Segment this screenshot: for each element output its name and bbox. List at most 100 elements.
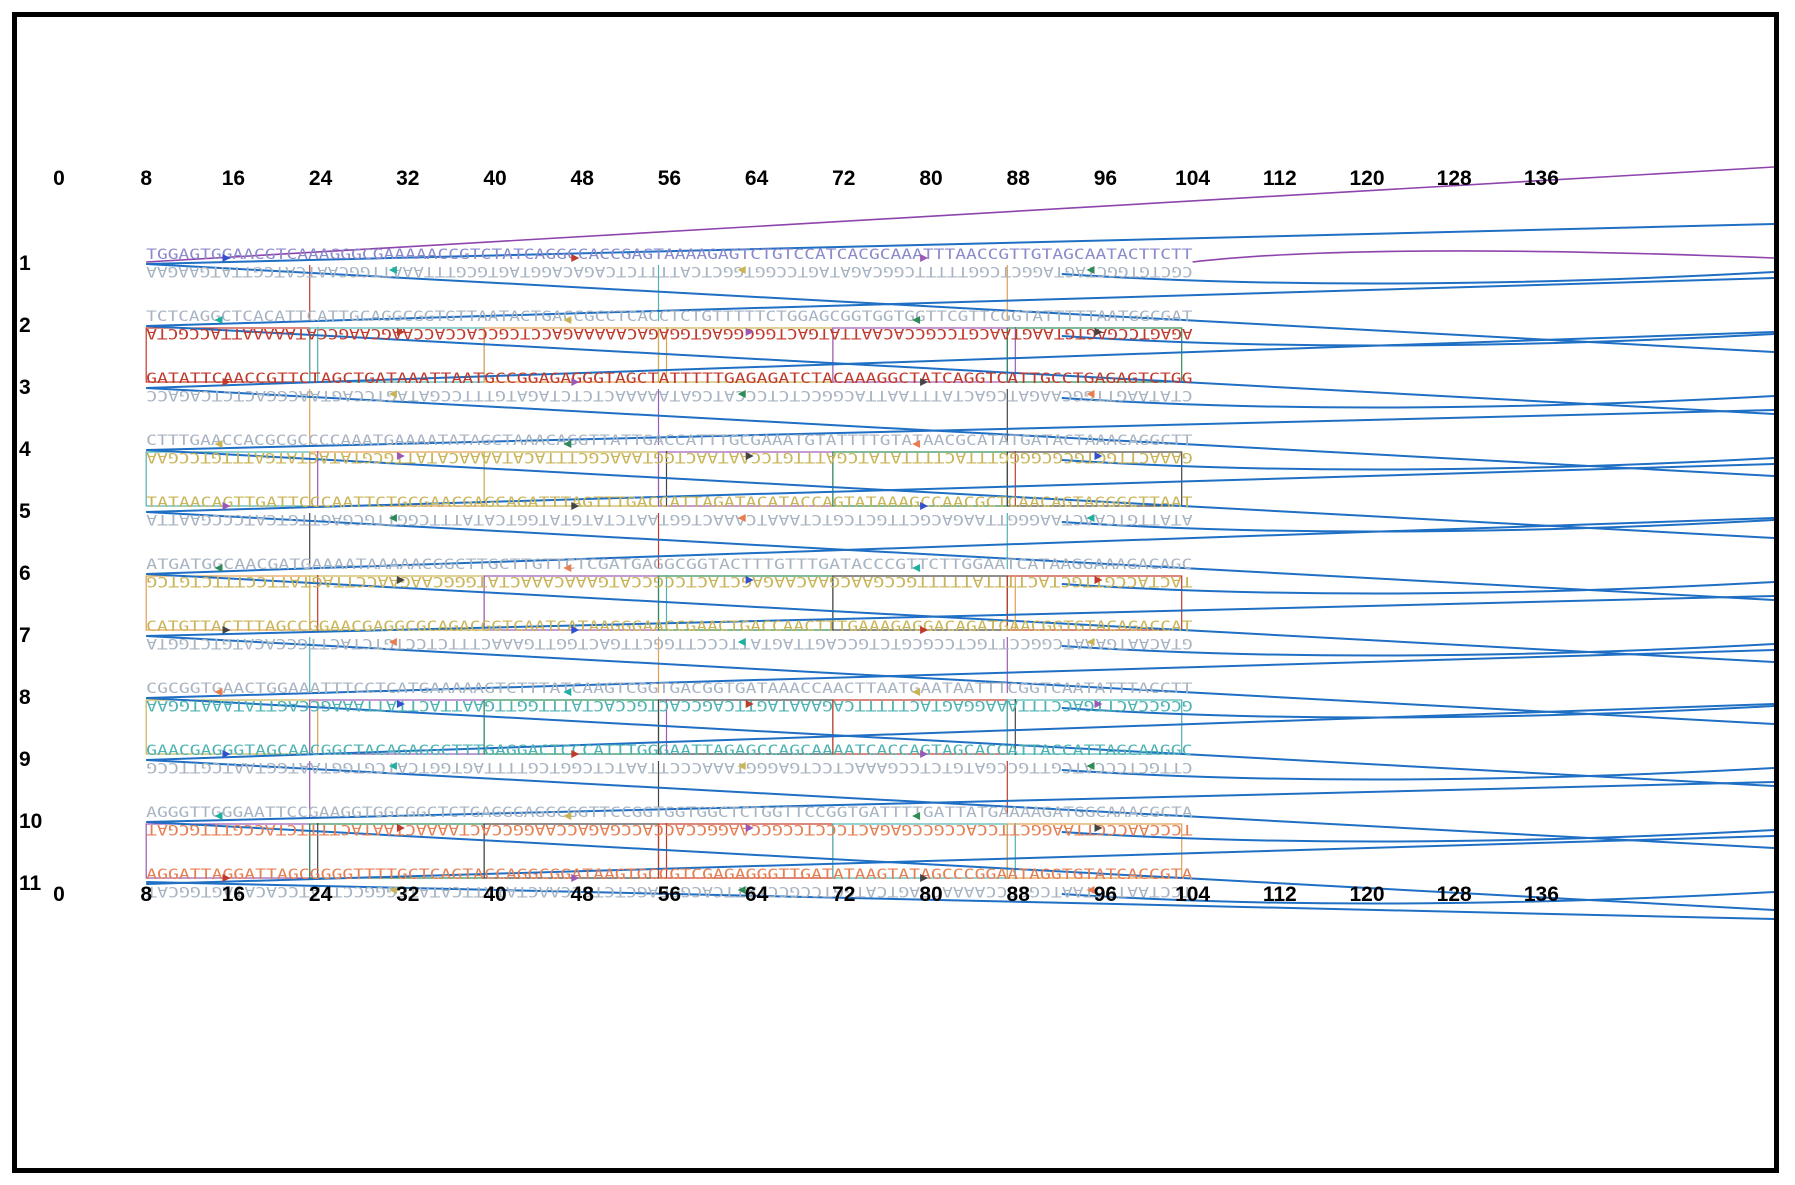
strand-arrow bbox=[920, 254, 929, 262]
strand-arrow bbox=[1094, 824, 1103, 832]
axis-tick-top: 136 bbox=[1524, 167, 1559, 190]
crossover-line bbox=[146, 511, 1774, 601]
axis-tick-top: 128 bbox=[1437, 167, 1472, 190]
crossover-line bbox=[146, 635, 1774, 725]
strand-arrow bbox=[1086, 762, 1095, 770]
axis-tick-top: 104 bbox=[1175, 167, 1210, 190]
strand-arrow bbox=[563, 812, 572, 820]
strand-arrow bbox=[222, 502, 231, 510]
axis-tick-top: 0 bbox=[53, 167, 65, 190]
crossover-line bbox=[146, 573, 1774, 663]
strand-arrow bbox=[571, 750, 580, 758]
strand-arrow bbox=[571, 254, 580, 262]
crossover-line bbox=[146, 449, 1774, 539]
crossover-line bbox=[1061, 891, 1774, 905]
axis-tick-top: 24 bbox=[309, 167, 333, 190]
sequence-row: CATGTTACTTTAGCCGGAACGAGGCGCAGACGGTCAATCA… bbox=[146, 619, 1193, 635]
strand-arrow bbox=[912, 316, 921, 324]
strand-arrow bbox=[920, 626, 929, 634]
axis-tick-top: 56 bbox=[658, 167, 681, 190]
strand-arrow bbox=[563, 688, 572, 696]
axis-tick-bottom: 32 bbox=[396, 883, 419, 906]
sequence-row: CTTGCTCCCATCGTTGCCGATGTCTCCGAAACTCCTGAGG… bbox=[146, 759, 1192, 775]
crossover-line bbox=[146, 325, 1774, 415]
crossover-line bbox=[1061, 457, 1774, 471]
sequence-row: CGCTGTGGCTAGTAGGCTCGGTTTTTCGGCAGATAGTCCG… bbox=[145, 263, 1192, 279]
sequence-row: CTTTGAACCACGCGCCCCAAATGAAAATATAGCTAAACAG… bbox=[146, 433, 1193, 449]
strand-arrow bbox=[745, 700, 754, 708]
axis-tick-top: 64 bbox=[745, 167, 769, 190]
strand-arrow bbox=[222, 254, 231, 262]
strand-arrow bbox=[745, 328, 754, 336]
crossover-line bbox=[1061, 829, 1774, 843]
strand-arrow bbox=[912, 688, 921, 696]
strand-arrow bbox=[912, 564, 921, 572]
helix-labels: 1 2 3 4 5 6 7 8 9 10 11 bbox=[19, 252, 42, 895]
crossover-line bbox=[146, 835, 1774, 885]
strand-arrow bbox=[745, 452, 754, 460]
crossover-line bbox=[146, 703, 1774, 761]
strand-diagram: TGGAGTGGAACGTCAAAGGGCGAAAAACCGTCTATCAGGC… bbox=[19, 166, 1774, 920]
strand-arrow bbox=[745, 576, 754, 584]
axis-tick-bottom: 104 bbox=[1175, 883, 1210, 906]
helix-label: 8 bbox=[19, 686, 31, 709]
axis-tick-bottom: 88 bbox=[1007, 883, 1031, 906]
crossover-line bbox=[146, 697, 1774, 787]
strand-arrow bbox=[737, 266, 746, 274]
strand-arrow bbox=[571, 874, 580, 882]
helix-label: 3 bbox=[19, 376, 31, 399]
axis-tick-bottom: 48 bbox=[571, 883, 595, 906]
strand-arrow bbox=[396, 576, 405, 584]
axis-tick-bottom: 0 bbox=[53, 883, 65, 906]
crossover-line bbox=[146, 759, 1774, 849]
axis-tick-bottom: 128 bbox=[1437, 883, 1472, 906]
axis-tick-bottom: 112 bbox=[1263, 883, 1297, 906]
helix-label: 10 bbox=[19, 810, 42, 833]
axis-tick-bottom: 80 bbox=[919, 883, 942, 906]
axis-tick-top: 48 bbox=[571, 167, 595, 190]
axis-bottom: 0 8 16 24 32 40 48 56 64 72 80 88 96 104 112 120 128 136 bbox=[53, 883, 1559, 906]
strand-arrow bbox=[388, 638, 397, 646]
helix-label: 11 bbox=[19, 872, 42, 895]
strand-arrow bbox=[571, 502, 580, 510]
crossover-line bbox=[146, 409, 1774, 451]
strand-arrow bbox=[396, 824, 405, 832]
strand-arrow bbox=[1094, 452, 1103, 460]
axis-tick-bottom: 136 bbox=[1524, 883, 1559, 906]
strand-arrow bbox=[222, 626, 231, 634]
strand-arrow bbox=[737, 390, 746, 398]
strand-arrow bbox=[388, 390, 397, 398]
strand-arrow bbox=[214, 440, 223, 448]
crossover-line bbox=[146, 517, 1774, 575]
strand-arrow bbox=[1094, 576, 1103, 584]
strand-arrows bbox=[214, 254, 1103, 894]
strand-arrow bbox=[396, 452, 405, 460]
sequence-row: TATAACAGTTGATTCCCAATTCTGCGAACGAGCAGATTTA… bbox=[146, 495, 1193, 511]
strand-arrow bbox=[745, 824, 754, 832]
strand-arrow bbox=[388, 266, 397, 274]
crossover-line bbox=[146, 463, 1774, 513]
sequence-row: GTACAATGAAATCGGCCTTGCTCCGCGTCTGCCAGTTAGT… bbox=[145, 635, 1192, 651]
scaffold-line bbox=[146, 166, 1774, 263]
sequence-row: AGAGTCCGAGTGTAAGTAACGTCCGCCACAATTATGACTG… bbox=[145, 325, 1192, 341]
crossover-line bbox=[1061, 271, 1774, 285]
strand-arrow bbox=[214, 564, 223, 572]
helix-label: 2 bbox=[19, 314, 31, 337]
axis-tick-top: 16 bbox=[222, 167, 245, 190]
crossover-line bbox=[146, 595, 1774, 637]
strand-arrow bbox=[920, 750, 929, 758]
axis-tick-top: 88 bbox=[1007, 167, 1031, 190]
helix-label: 5 bbox=[19, 500, 31, 523]
sequence-row: CGCGGTGAACTGGAAATTTCCTCATGAAAAAGTCTTTATC… bbox=[146, 681, 1193, 697]
crossover-line bbox=[146, 781, 1774, 823]
axis-tick-bottom: 72 bbox=[832, 883, 855, 906]
crossover-line bbox=[146, 263, 1774, 353]
strand-arrow bbox=[563, 440, 572, 448]
strand-arrow bbox=[737, 638, 746, 646]
sequence-row: GCGCCACTTGACCTTTAAAGGAGTACTTTTTCAGAAATAG… bbox=[145, 697, 1192, 713]
axis-tick-top: 112 bbox=[1263, 167, 1297, 190]
sequence-row: TACTACCGTTGCTACTTTTATTTTTGCCGAACGAACAAGA… bbox=[146, 573, 1192, 589]
helix-label: 1 bbox=[19, 252, 31, 275]
sequence-row: TGGAGTGGAACGTCAAAGGGCGAAAAACCGTCTATCAGGC… bbox=[146, 247, 1193, 263]
strand-arrow bbox=[214, 316, 223, 324]
